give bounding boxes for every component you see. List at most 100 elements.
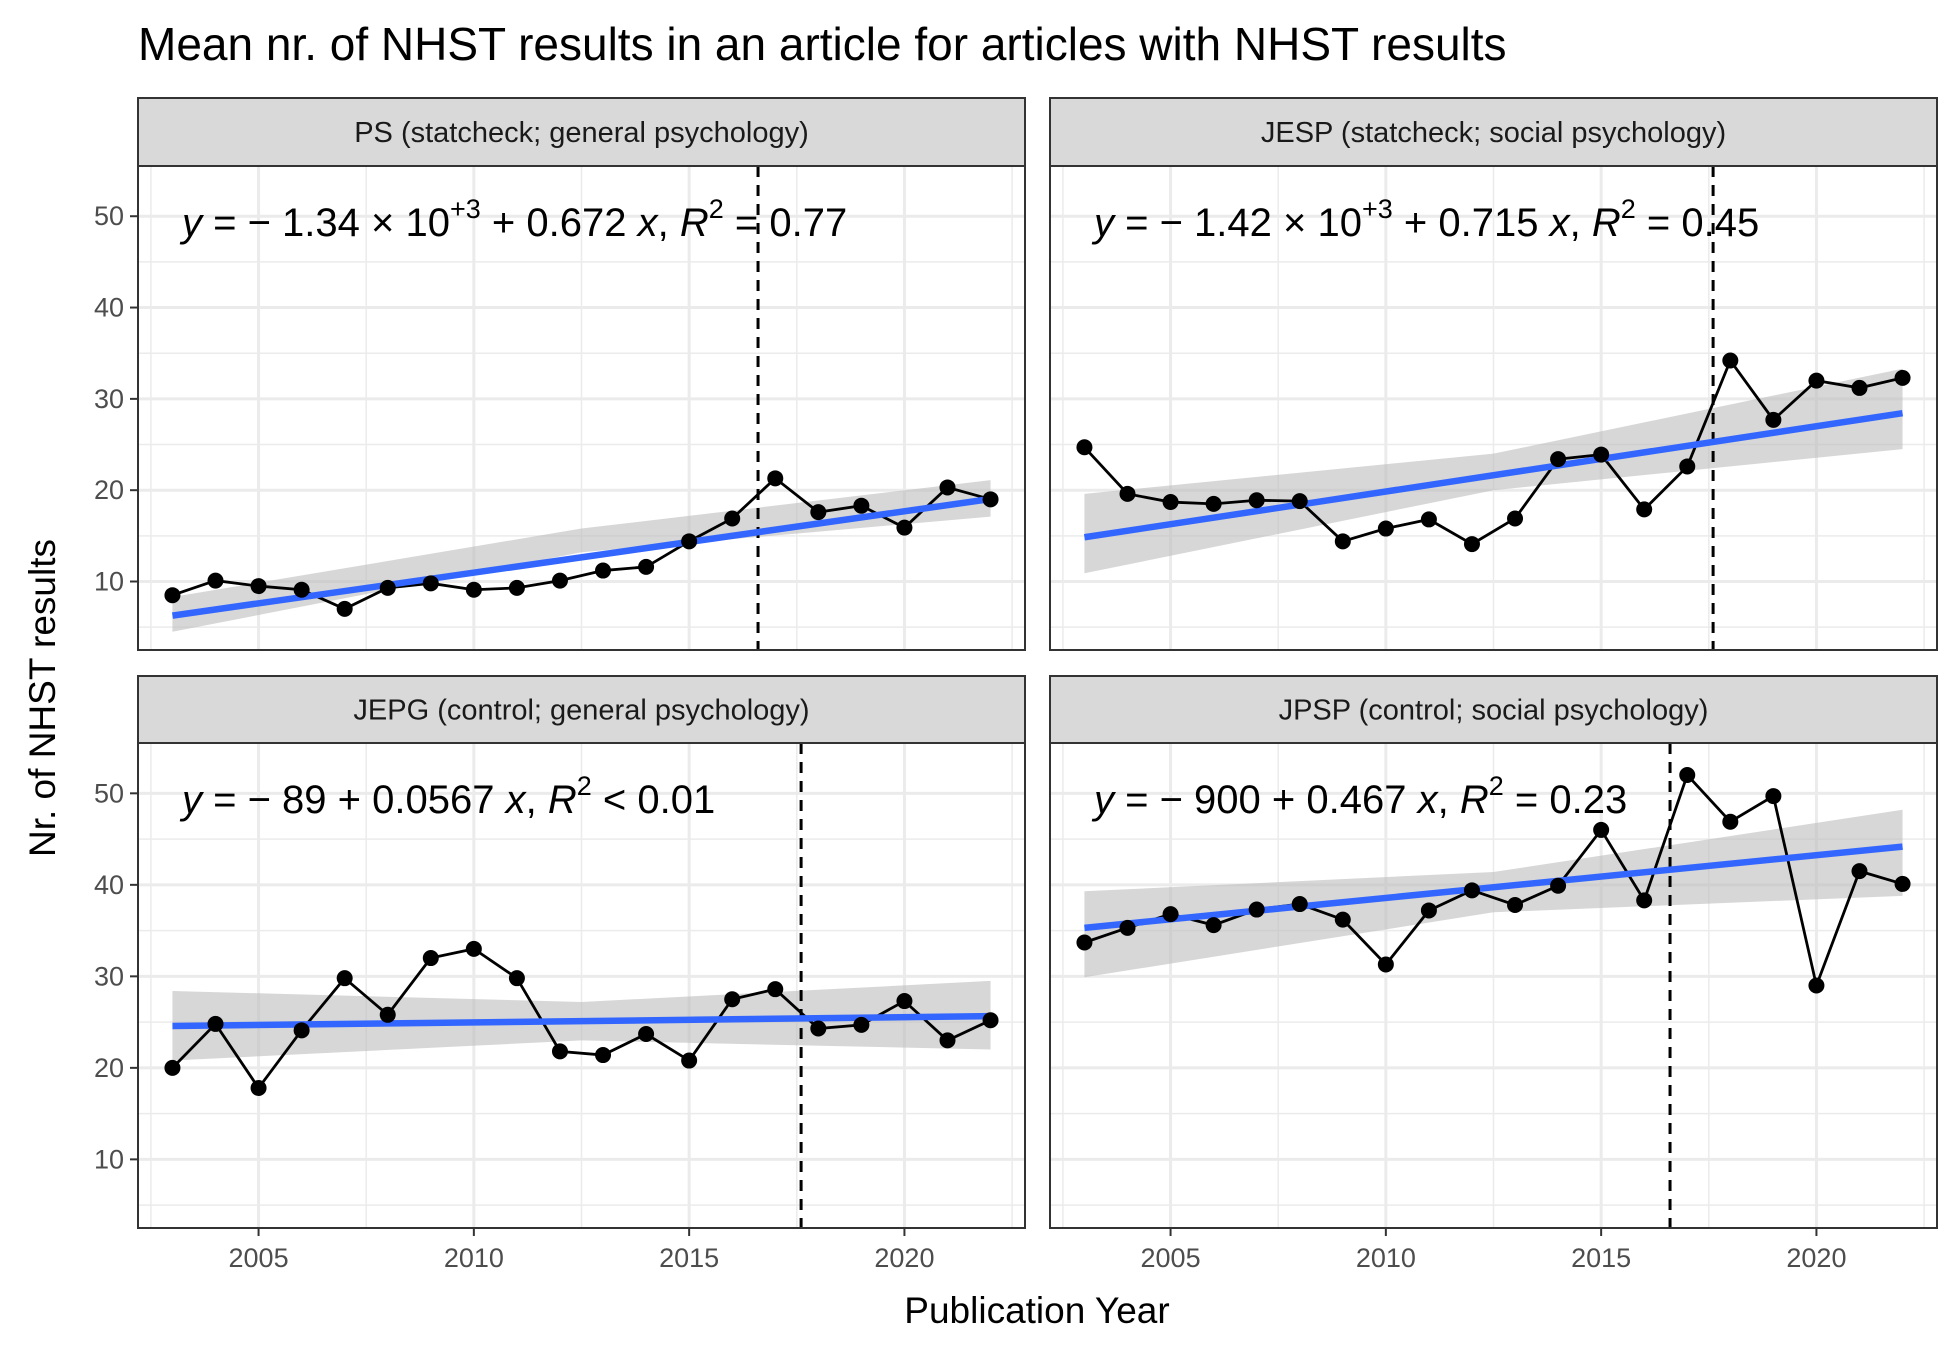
facet-panel: y = − 1.34 × 10+3 + 0.672 x, R2 = 0.77 PS…	[94, 97, 1026, 651]
data-point	[1377, 956, 1394, 973]
data-point	[1463, 536, 1480, 553]
data-point	[336, 600, 353, 617]
data-point	[422, 950, 439, 967]
facet-strip-label: PS (statcheck; general psychology)	[354, 117, 809, 149]
data-point	[1248, 901, 1265, 918]
data-point	[164, 587, 181, 604]
data-point	[982, 1012, 999, 1029]
data-point	[1334, 911, 1351, 928]
data-point	[1808, 372, 1825, 389]
data-point	[1119, 485, 1136, 502]
data-point	[1722, 813, 1739, 830]
facet-panel: y = − 1.42 × 10+3 + 0.715 x, R2 = 0.45 JE…	[1049, 97, 1938, 651]
data-point	[1808, 977, 1825, 994]
y-tick-label: 30	[94, 384, 124, 414]
data-point	[1679, 458, 1696, 475]
data-point	[250, 578, 267, 595]
data-point	[1463, 882, 1480, 899]
data-point	[1593, 821, 1610, 838]
regression-line	[171, 495, 992, 619]
y-tick-label: 20	[94, 475, 124, 505]
facet-panel: y = − 89 + 0.0567 x, R2 < 0.01 JEPG (cont…	[94, 675, 1026, 1273]
x-axis-title: Publication Year	[904, 1290, 1169, 1331]
data-point	[207, 1015, 224, 1032]
data-point	[1119, 919, 1136, 936]
data-point	[1765, 788, 1782, 805]
data-point	[293, 1022, 310, 1039]
facet-strip	[137, 97, 1026, 167]
data-point	[1679, 767, 1696, 784]
data-point	[465, 940, 482, 957]
data-point	[508, 970, 525, 987]
data-point	[250, 1079, 267, 1096]
data-point	[638, 558, 655, 575]
y-tick-label: 40	[94, 870, 124, 900]
data-point	[1205, 495, 1222, 512]
facet-strip-label: JPSP (control; social psychology)	[1279, 695, 1709, 727]
regression-equation: y = − 1.42 × 10+3 + 0.715 x, R2 = 0.45	[1091, 194, 1759, 245]
data-point	[379, 579, 396, 596]
data-point	[1205, 917, 1222, 934]
data-point	[896, 993, 913, 1010]
facet-strip	[1049, 675, 1938, 744]
data-point	[551, 1043, 568, 1060]
data-point	[1334, 533, 1351, 550]
data-point	[595, 562, 612, 579]
data-point	[724, 510, 741, 527]
x-tick-label: 2005	[1141, 1243, 1201, 1273]
data-point	[810, 1020, 827, 1037]
chart-title: Mean nr. of NHST results in an article f…	[138, 18, 1507, 70]
y-axis-title: Nr. of NHST results	[22, 539, 63, 857]
data-point	[207, 572, 224, 589]
data-point	[1162, 494, 1179, 511]
regression-equation: y = − 89 + 0.0567 x, R2 < 0.01	[179, 771, 715, 822]
regression-line	[1084, 843, 1903, 932]
data-point	[939, 479, 956, 496]
y-tick-label: 20	[94, 1053, 124, 1083]
confidence-ribbon	[1084, 368, 1903, 574]
data-point	[853, 1016, 870, 1033]
facet-strip-label: JEPG (control; general psychology)	[353, 695, 809, 727]
data-point	[1765, 411, 1782, 428]
facet-strip	[1049, 97, 1938, 167]
data-point	[1636, 501, 1653, 518]
data-point	[681, 1052, 698, 1069]
y-tick-label: 30	[94, 961, 124, 991]
data-point	[1162, 906, 1179, 923]
data-point	[595, 1047, 612, 1064]
x-tick-label: 2020	[1786, 1243, 1846, 1273]
x-tick-label: 2010	[444, 1243, 504, 1273]
y-tick-label: 50	[94, 778, 124, 808]
data-point	[465, 581, 482, 598]
data-point	[1851, 863, 1868, 880]
y-tick-label: 10	[94, 567, 124, 597]
facet-panel: y = − 900 + 0.467 x, R2 = 0.23 JPSP (cont…	[1049, 675, 1938, 1273]
data-point	[1550, 877, 1567, 894]
data-point	[1851, 379, 1868, 396]
data-point	[1076, 439, 1093, 456]
data-point	[767, 470, 784, 487]
data-point	[1894, 369, 1911, 386]
regression-equation: y = − 1.34 × 10+3 + 0.672 x, R2 = 0.77	[179, 194, 847, 245]
data-point	[1636, 892, 1653, 909]
data-point	[853, 497, 870, 514]
x-tick-label: 2015	[1571, 1243, 1631, 1273]
data-point	[724, 991, 741, 1008]
y-tick-label: 50	[94, 201, 124, 231]
confidence-ribbon	[1084, 809, 1903, 978]
x-tick-label: 2020	[874, 1243, 934, 1273]
regression-equation: y = − 900 + 0.467 x, R2 = 0.23	[1091, 771, 1627, 822]
data-point	[293, 581, 310, 598]
data-point	[1076, 934, 1093, 951]
data-point	[638, 1026, 655, 1042]
regression-line	[1083, 409, 1904, 541]
data-point	[1291, 493, 1308, 510]
data-point	[1377, 520, 1394, 537]
data-point	[1894, 875, 1911, 892]
data-point	[1420, 902, 1437, 919]
data-point	[1722, 352, 1739, 369]
facet-panels: y = − 1.34 × 10+3 + 0.672 x, R2 = 0.77 PS…	[94, 97, 1938, 1273]
data-point	[939, 1032, 956, 1049]
data-point	[1420, 511, 1437, 528]
